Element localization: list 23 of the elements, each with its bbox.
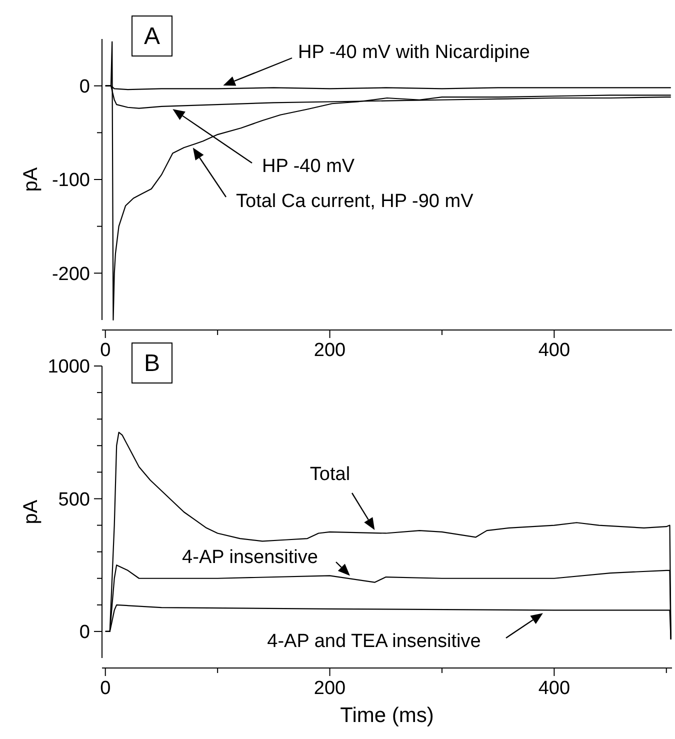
y-tick-label: 0	[79, 76, 90, 98]
x-tick-label: 200	[314, 340, 346, 361]
y-tick-label: 500	[58, 489, 90, 510]
annotation: 4-AP insensitive	[182, 547, 318, 568]
y-axis-title: pA	[20, 166, 42, 192]
y-axis-title: pA	[20, 499, 42, 524]
y-tick-label: 0	[79, 622, 90, 644]
y-tick-label: -200	[52, 264, 90, 285]
x-tick-label: 400	[538, 678, 570, 699]
annotation: 4-AP and TEA insensitive	[267, 631, 481, 652]
annotation: Total Ca current, HP -90 mV	[236, 191, 474, 212]
annotation: HP -40 mV	[262, 156, 355, 177]
chart-title: A	[144, 23, 160, 50]
chart-title: B	[144, 350, 160, 377]
x-tick-label: 200	[314, 678, 346, 699]
x-tick-label: 0	[100, 340, 111, 361]
annotation: HP -40 mV with Nicardipine	[298, 42, 530, 63]
annotation: Total	[310, 464, 350, 485]
x-axis-title: Time (ms)	[340, 704, 434, 727]
x-tick-label: 400	[538, 340, 570, 361]
x-tick-label: 0	[100, 678, 111, 699]
y-tick-label: -100	[52, 170, 90, 192]
y-tick-label: 1000	[48, 356, 90, 378]
